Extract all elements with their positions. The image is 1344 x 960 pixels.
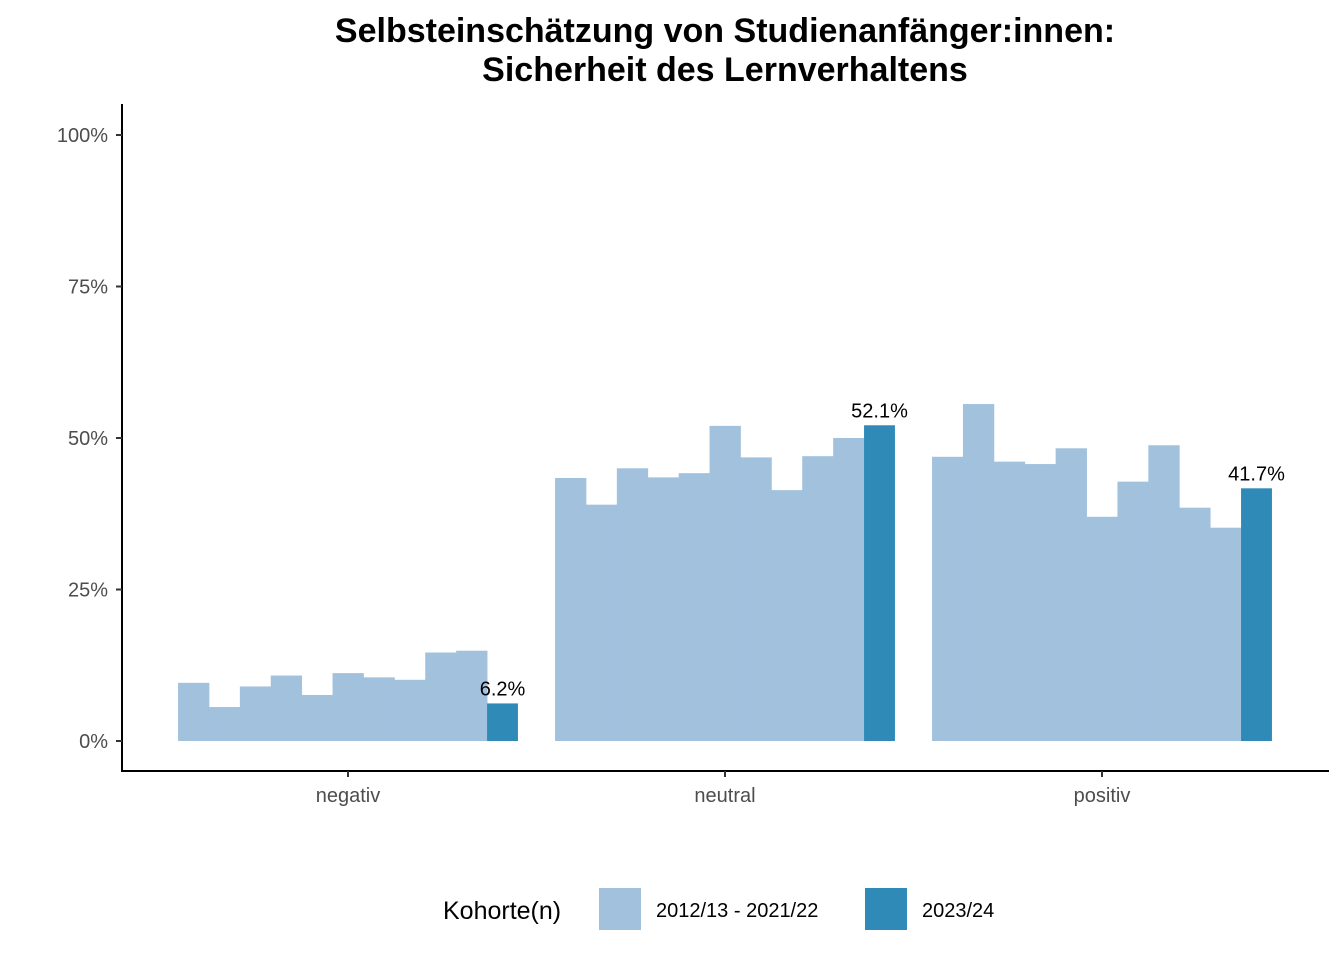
x-tick-label-positiv: positiv: [1074, 785, 1131, 807]
bar-historic-negativ-7: [363, 677, 395, 741]
data-labels-layer: 6.2% 52.1% 41.7%: [480, 400, 1285, 700]
bar-historic-neutral-2: [585, 504, 618, 741]
x-axis-ticks: negativ neutral positiv: [316, 771, 1131, 807]
bar-historic-positiv-6: [1086, 516, 1118, 741]
legend-label-historic: 2012/13 - 2021/22: [656, 900, 818, 922]
y-axis-ticks: 0% 25% 50% 75% 100%: [57, 125, 122, 753]
bar-historic-neutral-1: [555, 478, 587, 741]
bar-historic-neutral-5: [678, 473, 710, 741]
chart-title-line-1: Selbsteinschätzung von Studienanfänger:i…: [335, 12, 1115, 50]
bar-historic-neutral-10: [833, 438, 865, 741]
bar-current-neutral: [864, 425, 895, 741]
legend-swatch-historic: [599, 888, 641, 930]
bar-historic-positiv-9: [1179, 507, 1211, 741]
bar-historic-positiv-4: [1024, 464, 1057, 741]
bar-historic-negativ-10: [456, 650, 488, 741]
bar-historic-positiv-7: [1117, 481, 1149, 741]
bar-current-positiv: [1241, 488, 1272, 741]
y-tick-label: 100%: [57, 125, 108, 147]
bar-historic-neutral-9: [802, 456, 834, 741]
legend-swatch-current: [865, 888, 907, 930]
bar-historic-neutral-6: [709, 425, 741, 741]
chart-title-line-2: Sicherheit des Lernverhaltens: [482, 51, 968, 89]
bar-historic-positiv-5: [1055, 448, 1087, 741]
bar-historic-negativ-4: [270, 675, 303, 741]
bar-historic-neutral-7: [740, 457, 772, 741]
bars-layer: [178, 404, 1272, 741]
x-tick-label-neutral: neutral: [694, 785, 755, 807]
bar-historic-neutral-4: [647, 477, 680, 741]
bar-historic-negativ-5: [301, 694, 333, 741]
bar-historic-positiv-3: [993, 461, 1026, 741]
legend: Kohorte(n) 2012/13 - 2021/22 2023/24: [443, 888, 994, 930]
data-label-positiv: 41.7%: [1228, 463, 1285, 485]
bar-current-negativ: [487, 703, 518, 741]
data-label-neutral: 52.1%: [851, 400, 908, 422]
y-tick-label: 75%: [68, 277, 108, 299]
bar-historic-neutral-8: [771, 490, 803, 741]
bar-historic-negativ-6: [332, 673, 364, 741]
bar-historic-neutral-3: [616, 468, 649, 741]
bar-historic-positiv-2: [962, 404, 995, 741]
bar-historic-negativ-3: [239, 686, 272, 741]
x-tick-label-negativ: negativ: [316, 785, 381, 807]
y-tick-label: 25%: [68, 580, 108, 602]
bar-historic-positiv-8: [1148, 445, 1180, 741]
bar-historic-negativ-1: [178, 682, 210, 741]
bar-historic-negativ-8: [394, 679, 426, 741]
bar-historic-positiv-10: [1210, 527, 1242, 741]
legend-label-current: 2023/24: [922, 900, 994, 922]
bar-historic-positiv-1: [932, 456, 964, 741]
y-tick-label: 0%: [79, 731, 108, 753]
bar-historic-negativ-2: [208, 707, 241, 741]
data-label-negativ: 6.2%: [480, 678, 526, 700]
bar-historic-negativ-9: [425, 652, 457, 741]
legend-title: Kohorte(n): [443, 897, 561, 925]
y-tick-label: 50%: [68, 428, 108, 450]
